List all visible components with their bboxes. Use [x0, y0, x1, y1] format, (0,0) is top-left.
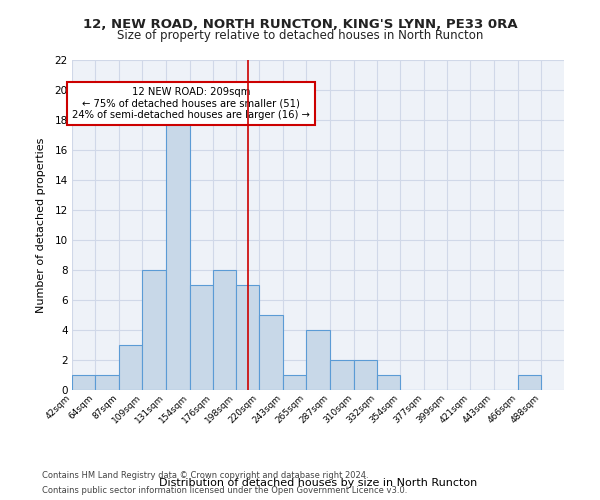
Bar: [283, 375, 307, 390]
Bar: [236, 285, 259, 390]
Bar: [190, 285, 213, 390]
Bar: [377, 375, 400, 390]
Bar: [142, 270, 166, 390]
Text: Size of property relative to detached houses in North Runcton: Size of property relative to detached ho…: [117, 29, 483, 42]
Bar: [354, 360, 377, 390]
Text: Contains public sector information licensed under the Open Government Licence v3: Contains public sector information licen…: [42, 486, 407, 495]
Bar: [119, 345, 142, 390]
Bar: [72, 375, 95, 390]
Y-axis label: Number of detached properties: Number of detached properties: [36, 138, 46, 312]
Bar: [259, 315, 283, 390]
Bar: [329, 360, 354, 390]
Text: 12 NEW ROAD: 209sqm
← 75% of detached houses are smaller (51)
24% of semi-detach: 12 NEW ROAD: 209sqm ← 75% of detached ho…: [72, 87, 310, 120]
Bar: [166, 120, 190, 390]
Bar: [95, 375, 119, 390]
Text: Contains HM Land Registry data © Crown copyright and database right 2024.: Contains HM Land Registry data © Crown c…: [42, 471, 368, 480]
Bar: [307, 330, 329, 390]
X-axis label: Distribution of detached houses by size in North Runcton: Distribution of detached houses by size …: [159, 478, 477, 488]
Text: 12, NEW ROAD, NORTH RUNCTON, KING'S LYNN, PE33 0RA: 12, NEW ROAD, NORTH RUNCTON, KING'S LYNN…: [83, 18, 517, 30]
Bar: [518, 375, 541, 390]
Bar: [213, 270, 236, 390]
